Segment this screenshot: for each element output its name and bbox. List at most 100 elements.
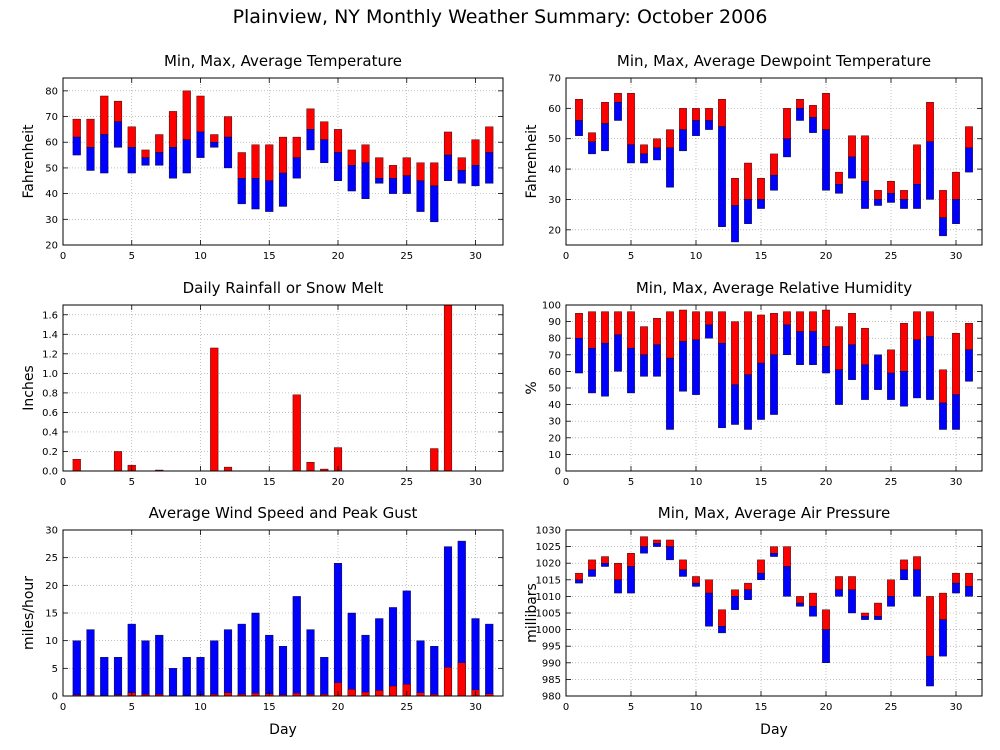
bar-lower bbox=[692, 582, 700, 587]
bar-lower bbox=[666, 147, 674, 188]
y-tick-label: 40 bbox=[548, 400, 561, 411]
bar-lower bbox=[653, 344, 661, 377]
bar-lower bbox=[640, 153, 648, 164]
bar-upper bbox=[783, 108, 791, 139]
x-tick-label: 30 bbox=[469, 702, 482, 713]
bar-lower bbox=[835, 369, 843, 405]
x-tick-label: 15 bbox=[263, 251, 276, 262]
y-tick-label: 20 bbox=[45, 241, 58, 252]
y-tick-label: 40 bbox=[45, 189, 58, 200]
bar-upper bbox=[835, 171, 843, 185]
bar-upper bbox=[402, 157, 411, 176]
x-tick-label: 5 bbox=[628, 477, 634, 488]
y-tick-label: 1.2 bbox=[42, 349, 58, 360]
bar-lower bbox=[848, 589, 856, 614]
bar-peak-gust bbox=[168, 668, 178, 697]
x-tick-label: 15 bbox=[755, 702, 768, 713]
y-tick-label: 1.6 bbox=[42, 310, 58, 321]
bar-upper bbox=[770, 546, 778, 554]
bar-upper bbox=[809, 311, 817, 332]
bar-lower bbox=[861, 181, 869, 209]
bar-lower bbox=[952, 394, 960, 430]
bar-lower bbox=[887, 596, 895, 607]
bar-lower bbox=[796, 602, 804, 607]
x-tick-label: 10 bbox=[194, 477, 207, 488]
bar-upper bbox=[796, 596, 804, 604]
y-tick-label: 25 bbox=[45, 553, 58, 564]
bar-lower bbox=[705, 324, 713, 339]
bar-upper bbox=[601, 102, 609, 124]
bar-lower bbox=[939, 619, 947, 657]
bar-lower bbox=[718, 126, 726, 227]
bar-lower bbox=[457, 170, 466, 184]
bar-lower bbox=[926, 141, 934, 200]
bar-upper bbox=[848, 313, 856, 346]
bar-lower bbox=[196, 131, 205, 158]
bar-upper bbox=[601, 311, 609, 344]
x-tick-label: 5 bbox=[129, 702, 135, 713]
bar-lower bbox=[900, 199, 908, 209]
chart-panel-5: Average Wind Speed and Peak Gust 0 5 10 15 20… bbox=[21, 504, 504, 738]
bar-lower bbox=[430, 185, 439, 223]
bar-rain bbox=[113, 451, 123, 472]
bar-peak-gust bbox=[361, 634, 370, 697]
bar-lower bbox=[471, 165, 480, 187]
bar-upper bbox=[692, 576, 700, 584]
bar-upper bbox=[627, 311, 635, 349]
bar-upper bbox=[653, 539, 661, 544]
bar-lower bbox=[848, 156, 856, 179]
y-tick-label: 50 bbox=[548, 134, 561, 145]
bar-upper bbox=[575, 572, 583, 580]
bar-peak-gust bbox=[375, 618, 384, 697]
x-tick-label: 0 bbox=[60, 477, 66, 488]
bar-lower bbox=[278, 172, 288, 207]
x-tick-label: 30 bbox=[950, 477, 963, 488]
bar-lower bbox=[731, 596, 739, 610]
bar-lower bbox=[141, 157, 150, 166]
bar-lower bbox=[744, 199, 752, 224]
bar-peak-gust bbox=[347, 612, 356, 697]
bar-peak-gust bbox=[251, 612, 260, 697]
bar-lower bbox=[965, 147, 973, 173]
bar-peak-gust bbox=[278, 646, 288, 697]
y-tick-label: 1005 bbox=[536, 609, 561, 620]
bar-upper bbox=[320, 121, 329, 140]
bar-upper bbox=[796, 99, 804, 109]
bar-upper bbox=[640, 326, 648, 355]
bar-peak-gust bbox=[265, 634, 274, 697]
bar-lower bbox=[627, 144, 635, 164]
bar-upper bbox=[913, 311, 921, 341]
x-tick-label: 25 bbox=[885, 702, 898, 713]
bar-lower bbox=[913, 339, 921, 399]
bar-upper bbox=[809, 592, 817, 607]
bar-lower bbox=[822, 629, 830, 663]
bar-upper bbox=[100, 95, 109, 135]
bar-lower bbox=[900, 569, 908, 581]
bar-lower bbox=[237, 177, 246, 205]
bar-lower bbox=[757, 572, 765, 580]
bar-lower bbox=[588, 347, 596, 394]
bar-upper bbox=[718, 311, 726, 344]
bar-lower bbox=[887, 193, 895, 203]
bar-upper bbox=[887, 579, 895, 597]
bar-upper bbox=[822, 92, 830, 130]
bar-upper bbox=[141, 149, 150, 158]
bar-upper bbox=[705, 311, 713, 326]
y-tick-label: 1025 bbox=[536, 542, 561, 553]
y-tick-label: 40 bbox=[548, 165, 561, 176]
x-tick-label: 10 bbox=[690, 251, 703, 262]
bar-lower bbox=[822, 129, 830, 191]
bar-upper bbox=[744, 311, 752, 375]
y-tick-label: 80 bbox=[45, 86, 58, 97]
y-tick-label: 10 bbox=[45, 636, 58, 647]
bar-upper bbox=[640, 536, 648, 547]
bar-upper bbox=[416, 162, 425, 181]
bar-lower bbox=[848, 344, 856, 380]
bar-upper bbox=[375, 157, 384, 179]
bar-lower bbox=[614, 579, 622, 594]
bar-upper bbox=[835, 326, 843, 370]
y-tick-label: 20 bbox=[45, 581, 58, 592]
y-tick-label: 1030 bbox=[536, 526, 561, 537]
bar-avg-speed bbox=[443, 667, 452, 697]
x-axis-label: Day bbox=[269, 722, 297, 738]
